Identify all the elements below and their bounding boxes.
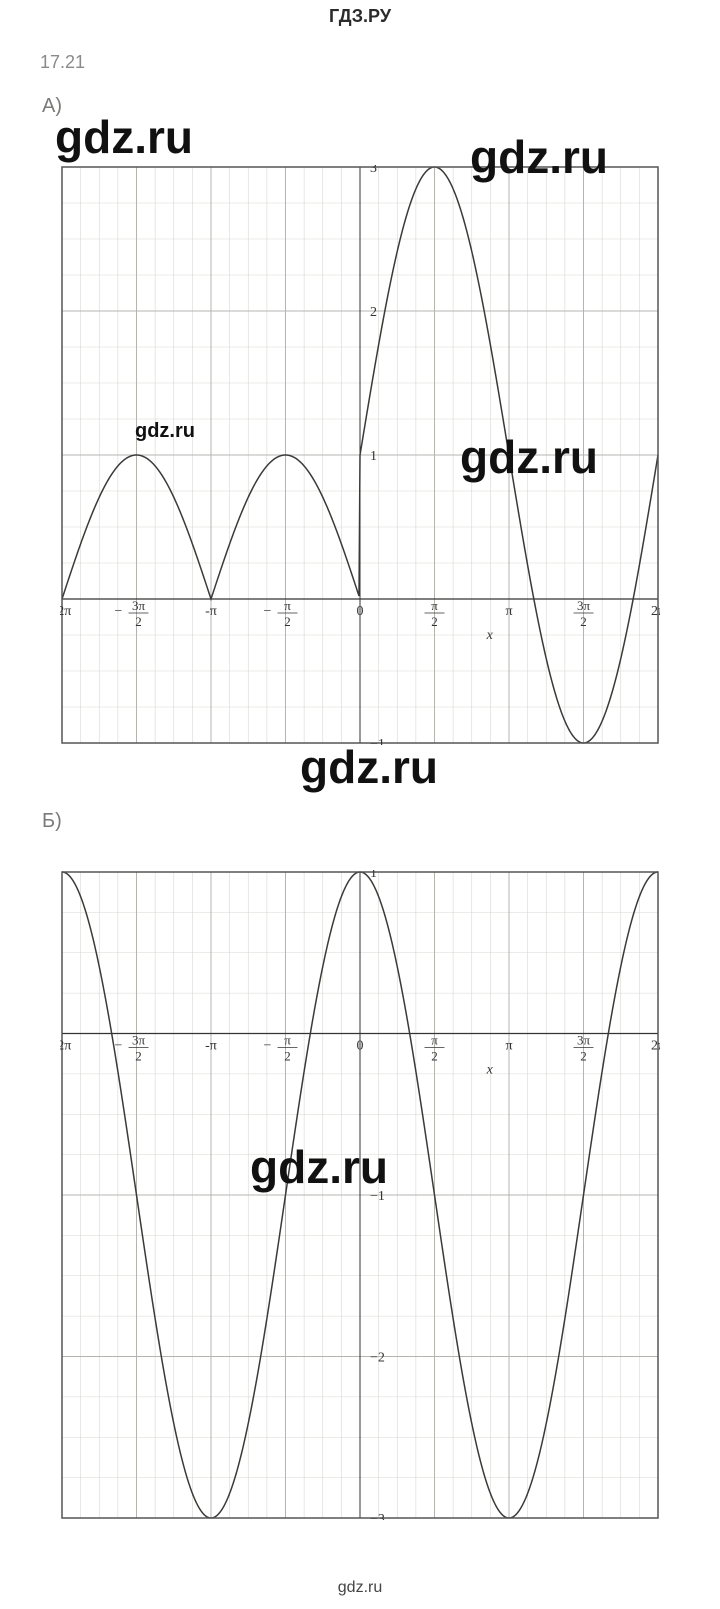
svg-text:3π: 3π bbox=[577, 1033, 591, 1048]
svg-text:−3: −3 bbox=[370, 1512, 385, 1520]
part-a-label: А) bbox=[42, 95, 62, 118]
svg-text:−1: −1 bbox=[370, 737, 385, 745]
svg-text:x: x bbox=[486, 1063, 494, 1078]
svg-text:−: − bbox=[115, 604, 123, 619]
svg-text:0: 0 bbox=[357, 604, 364, 619]
svg-text:3π: 3π bbox=[132, 1033, 146, 1048]
svg-text:2: 2 bbox=[135, 614, 142, 629]
svg-text:π: π bbox=[431, 598, 438, 613]
svg-text:−: − bbox=[264, 1039, 272, 1054]
svg-text:π: π bbox=[505, 1039, 512, 1054]
svg-text:π: π bbox=[284, 598, 291, 613]
chart-a: -2π−3π2-π−π20π2π3π22π−1123x bbox=[60, 165, 660, 745]
svg-text:π: π bbox=[505, 604, 512, 619]
site-header: ГДЗ.РУ bbox=[0, 0, 720, 27]
svg-text:3π: 3π bbox=[132, 598, 146, 613]
svg-text:2: 2 bbox=[431, 614, 438, 629]
site-footer: gdz.ru bbox=[0, 1579, 720, 1597]
watermark: gdz.ru bbox=[300, 740, 438, 794]
svg-text:-2π: -2π bbox=[60, 604, 71, 619]
svg-text:2π: 2π bbox=[651, 1039, 660, 1054]
svg-text:2: 2 bbox=[135, 1049, 142, 1064]
svg-text:2π: 2π bbox=[651, 604, 660, 619]
svg-text:3π: 3π bbox=[577, 598, 591, 613]
watermark: gdz.ru bbox=[55, 110, 193, 164]
svg-text:2: 2 bbox=[284, 614, 291, 629]
svg-text:2: 2 bbox=[431, 1049, 438, 1064]
svg-text:−2: −2 bbox=[370, 1351, 385, 1366]
svg-text:-π: -π bbox=[205, 604, 217, 619]
svg-text:π: π bbox=[431, 1033, 438, 1048]
svg-text:−: − bbox=[115, 1039, 123, 1054]
problem-number: 17.21 bbox=[40, 52, 85, 73]
svg-text:-π: -π bbox=[205, 1039, 217, 1054]
svg-text:1: 1 bbox=[370, 449, 377, 464]
svg-text:2: 2 bbox=[370, 305, 377, 320]
svg-text:0: 0 bbox=[357, 1039, 364, 1054]
svg-text:-2π: -2π bbox=[60, 1039, 71, 1054]
svg-text:2: 2 bbox=[284, 1049, 291, 1064]
part-b-label: Б) bbox=[42, 810, 62, 833]
svg-text:3: 3 bbox=[370, 165, 377, 176]
svg-text:2: 2 bbox=[580, 614, 587, 629]
chart-b: -2π−3π2-π−π20π2π3π22π−3−2−11x bbox=[60, 870, 660, 1520]
svg-text:x: x bbox=[486, 628, 494, 643]
svg-text:1: 1 bbox=[370, 870, 377, 881]
page: ГДЗ.РУ 17.21 А) -2π−3π2-π−π20π2π3π22π−11… bbox=[0, 0, 720, 1609]
svg-text:π: π bbox=[284, 1033, 291, 1048]
svg-text:2: 2 bbox=[580, 1049, 587, 1064]
svg-text:−1: −1 bbox=[370, 1189, 385, 1204]
svg-text:−: − bbox=[264, 604, 272, 619]
